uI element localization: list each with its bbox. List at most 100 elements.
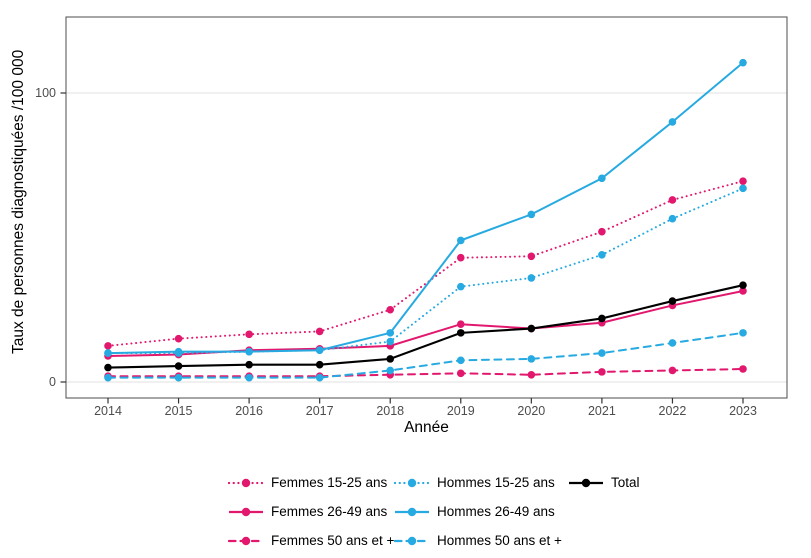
legend-key-dot: [241, 507, 251, 516]
data-point: [315, 373, 324, 382]
legend-label: Total: [611, 475, 640, 490]
legend: Femmes 15-25 ans Femmes 26-49 ans Femmes…: [0, 468, 811, 558]
legend-key-solid-blue-icon: [395, 507, 429, 516]
legend-column-femmes: Femmes 15-25 ans Femmes 26-49 ans Femmes…: [228, 468, 394, 555]
data-point: [315, 346, 324, 355]
data-point: [739, 281, 747, 289]
data-point: [245, 373, 253, 382]
data-point: [456, 282, 465, 291]
x-tick-label-2016: 2016: [235, 404, 263, 418]
data-point: [598, 368, 606, 376]
data-point: [174, 347, 183, 356]
y-axis-title: Taux de personnes diagnostiquées /100 00…: [10, 49, 27, 355]
data-point: [386, 337, 395, 346]
legend-label: Hommes 15-25 ans: [437, 475, 555, 490]
series-hommes-50-ans-et-: [104, 329, 747, 382]
data-point: [739, 184, 747, 193]
data-point: [598, 251, 606, 259]
legend-key-solid-pink-icon: [229, 507, 263, 516]
x-tick-label-2015: 2015: [165, 404, 193, 418]
series-femmes-15-25-ans: [104, 177, 747, 350]
legend-label: Hommes 50 ans et +: [437, 533, 562, 548]
legend-label: Femmes 50 ans et +: [271, 533, 395, 548]
data-point: [598, 174, 606, 183]
series-total: [104, 281, 747, 372]
legend-key-dashed-pink-icon: [228, 536, 264, 545]
data-point: [739, 177, 747, 185]
data-point: [527, 252, 536, 261]
data-point: [668, 366, 677, 375]
legend-item-femmes-15-25: Femmes 15-25 ans: [228, 468, 394, 497]
legend-column-total: Total: [568, 468, 640, 497]
data-point: [386, 355, 395, 363]
data-point: [386, 329, 395, 337]
data-point: [174, 373, 183, 382]
legend-key-dotted-blue-icon: [394, 478, 430, 487]
x-tick-label-2014: 2014: [94, 404, 122, 418]
line-chart-plot-area: 2014 2015 2016 2017 2018 2019 2020 2021 2022 2023: [60, 16, 788, 418]
data-point: [315, 327, 324, 336]
data-point: [739, 58, 747, 67]
series-line: [107, 367, 744, 378]
data-point: [527, 370, 536, 379]
data-point: [739, 365, 747, 373]
x-tick-label-2019: 2019: [447, 404, 475, 418]
legend-item-hommes-15-25: Hommes 15-25 ans: [394, 468, 562, 497]
data-point: [456, 356, 465, 365]
legend-key-dot: [407, 507, 417, 516]
legend-label: Femmes 15-25 ans: [271, 475, 388, 490]
data-point: [527, 324, 536, 333]
data-point: [668, 196, 677, 204]
legend-key-dot: [241, 478, 251, 487]
series-femmes-50-ans-et-: [104, 365, 747, 381]
data-point: [245, 360, 253, 369]
legend-key-dot: [407, 536, 417, 545]
data-point: [315, 360, 324, 369]
data-point: [598, 227, 606, 236]
data-point: [456, 320, 465, 329]
data-point: [456, 253, 465, 262]
x-axis-title: Année: [404, 419, 449, 436]
legend-key-dashed-blue-icon: [394, 536, 430, 545]
data-point: [104, 342, 112, 350]
legend-item-total: Total: [568, 468, 640, 497]
series-hommes-26-49-ans: [104, 58, 747, 357]
data-point: [598, 314, 606, 323]
data-point: [456, 369, 465, 378]
y-tick-label-100: 100: [35, 86, 56, 100]
legend-item-femmes-26-49: Femmes 26-49 ans: [228, 497, 394, 526]
data-point: [668, 297, 677, 305]
data-point: [104, 363, 112, 372]
y-tick-label-0: 0: [49, 375, 56, 389]
legend-label: Hommes 26-49 ans: [437, 504, 555, 519]
legend-key-dot: [241, 536, 251, 545]
legend-key-dotted-pink-icon: [228, 478, 264, 487]
panel-border: [65, 16, 788, 399]
x-tick-label-2018: 2018: [376, 404, 404, 418]
data-point: [739, 329, 747, 337]
data-point: [174, 334, 183, 343]
legend-label: Femmes 26-49 ans: [271, 504, 388, 519]
data-point: [456, 329, 465, 337]
data-point: [104, 349, 112, 357]
legend-column-hommes: Hommes 15-25 ans Hommes 26-49 ans Hommes…: [394, 468, 562, 555]
x-tick-label-2021: 2021: [588, 404, 616, 418]
data-point: [739, 287, 747, 295]
series-hommes-15-25-ans: [104, 184, 747, 357]
data-point: [245, 330, 253, 339]
data-point: [527, 355, 536, 363]
series-line: [107, 61, 744, 355]
x-tick-label-2023: 2023: [729, 404, 757, 418]
data-point: [386, 366, 395, 375]
data-point: [668, 339, 677, 347]
legend-item-hommes-26-49: Hommes 26-49 ans: [394, 497, 562, 526]
data-point: [104, 373, 112, 382]
x-tick-label-2022: 2022: [659, 404, 687, 418]
series-line: [107, 180, 744, 347]
legend-item-hommes-50-plus: Hommes 50 ans et +: [394, 526, 562, 555]
data-point: [527, 210, 536, 219]
x-tick-label-2020: 2020: [517, 404, 545, 418]
series-line: [107, 284, 744, 369]
data-point: [598, 349, 606, 357]
data-point: [668, 118, 677, 126]
